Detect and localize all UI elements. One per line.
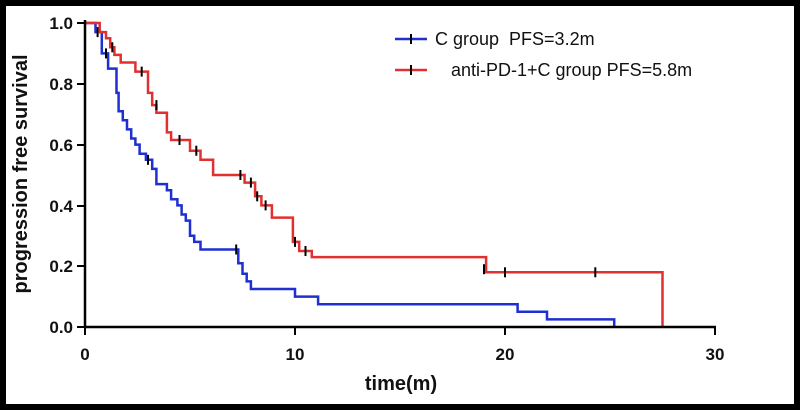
y-tick-label: 1.0 xyxy=(49,14,73,33)
legend-label-c-group: C group PFS=3.2m xyxy=(435,29,595,49)
legend: C group PFS=3.2m anti-PD-1+C group PFS=5… xyxy=(395,29,692,80)
x-axis-title: time(m) xyxy=(365,373,437,395)
y-tick-label: 0.6 xyxy=(49,136,73,155)
legend-label-anti-pd1: anti-PD-1+C group PFS=5.8m xyxy=(451,60,692,80)
x-tick-label: 20 xyxy=(496,345,515,364)
y-tick-label: 0.8 xyxy=(49,75,73,94)
series-line-1 xyxy=(85,21,664,327)
y-tick-label: 0.4 xyxy=(49,197,73,216)
y-tick-label: 0.2 xyxy=(49,257,73,276)
y-axis-title: progression free survival xyxy=(10,55,32,294)
chart-frame: 0 10 20 30 0.0 0.2 0.4 0.6 0.8 1.0 time(… xyxy=(6,6,794,404)
x-tick-label: 10 xyxy=(286,345,305,364)
series-line-0 xyxy=(85,21,616,327)
y-tick-label: 0.0 xyxy=(49,318,73,337)
plot-marks xyxy=(85,21,664,327)
x-tick-label: 30 xyxy=(706,345,725,364)
x-tick-label: 0 xyxy=(80,345,89,364)
km-chart: 0 10 20 30 0.0 0.2 0.4 0.6 0.8 1.0 time(… xyxy=(10,14,725,395)
